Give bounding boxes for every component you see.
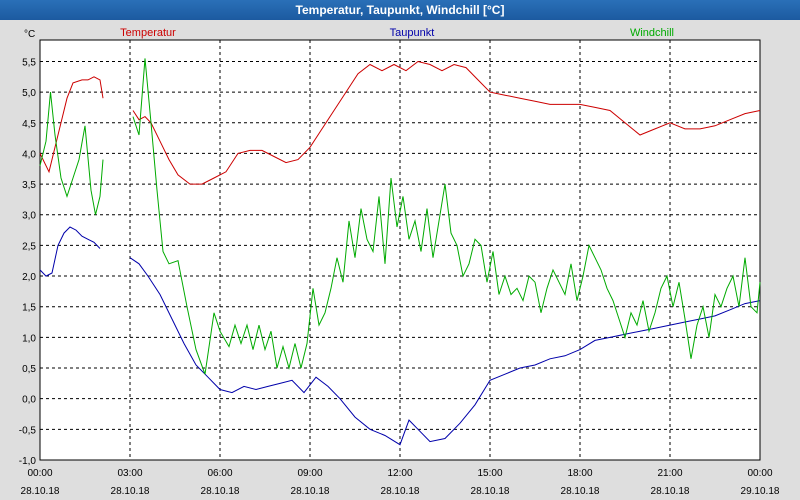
y-tick-label: -0,5 [19, 425, 37, 436]
x-tick-time: 21:00 [657, 468, 682, 479]
x-tick-date: 28.10.18 [651, 486, 690, 497]
x-tick-date: 28.10.18 [471, 486, 510, 497]
y-tick-label: 4,0 [22, 149, 36, 160]
series-line-taupunkt [129, 257, 761, 446]
x-tick-date: 28.10.18 [291, 486, 330, 497]
legend-windchill: Windchill [630, 27, 674, 39]
series-line-temperatur [132, 60, 761, 185]
y-axis-unit: °C [24, 29, 35, 40]
y-tick-label: 3,5 [22, 180, 36, 191]
x-tick-time: 00:00 [747, 468, 772, 479]
x-tick-time: 09:00 [297, 468, 322, 479]
y-tick-label: 4,5 [22, 119, 36, 130]
y-tick-label: -1,0 [19, 456, 37, 467]
legend-temperatur: Temperatur [120, 27, 176, 39]
chart-title: Temperatur, Taupunkt, Windchill [°C] [0, 0, 800, 20]
x-tick-time: 12:00 [387, 468, 412, 479]
x-tick-date: 28.10.18 [21, 486, 60, 497]
series-line-temperatur [39, 76, 104, 174]
x-tick-time: 00:00 [27, 468, 52, 479]
x-tick-date: 28.10.18 [201, 486, 240, 497]
x-tick-time: 06:00 [207, 468, 232, 479]
chart-area: 5,5 5,0 4,5 4,0 3,5 3,0 2,5 2,0 1,5 1,0 0,5 0,0 -0,5… [19, 27, 780, 497]
y-tick-label: 2,5 [22, 241, 36, 252]
x-tick-time: 15:00 [477, 468, 502, 479]
series-line-taupunkt [39, 226, 101, 277]
x-tick-date: 28.10.18 [381, 486, 420, 497]
y-tick-label: 3,0 [22, 211, 36, 222]
x-tick-time: 18:00 [567, 468, 592, 479]
y-tick-label: 0,5 [22, 364, 36, 375]
y-tick-label: 5,5 [22, 57, 36, 68]
y-tick-label: 1,5 [22, 303, 36, 314]
x-tick-date: 29.10.18 [741, 486, 780, 497]
legend-taupunkt: Taupunkt [390, 27, 435, 39]
y-tick-label: 5,0 [22, 88, 36, 99]
y-tick-label: 1,0 [22, 333, 36, 344]
x-tick-time: 03:00 [117, 468, 142, 479]
x-tick-date: 28.10.18 [111, 486, 150, 497]
y-tick-label: 2,0 [22, 272, 36, 283]
x-tick-date: 28.10.18 [561, 486, 600, 497]
series-line-windchill [39, 92, 104, 215]
series-line-windchill [132, 58, 761, 375]
y-tick-label: 0,0 [22, 395, 36, 406]
